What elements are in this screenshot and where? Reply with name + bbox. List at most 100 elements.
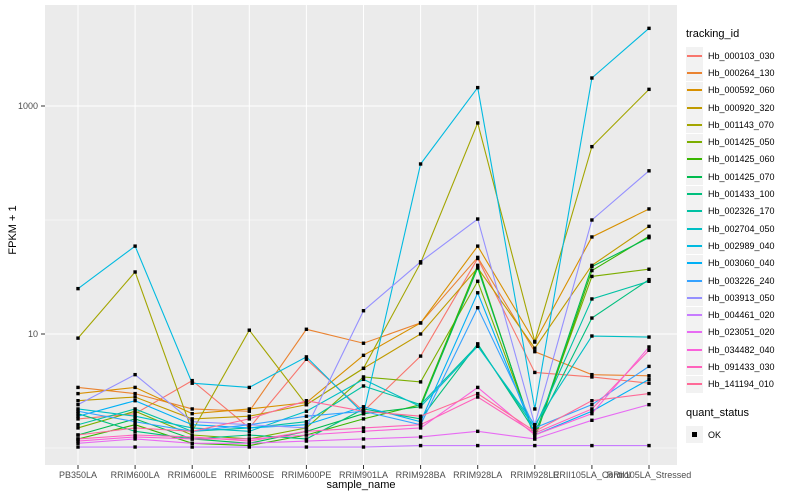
data-point bbox=[476, 395, 480, 399]
data-point bbox=[133, 385, 137, 390]
data-point bbox=[76, 391, 80, 396]
legend-item-Hb_034482_040: Hb_034482_040 bbox=[686, 341, 798, 359]
data-point bbox=[590, 334, 594, 338]
data-point bbox=[361, 366, 366, 371]
legend-key bbox=[686, 306, 703, 324]
data-point bbox=[247, 385, 251, 390]
data-point bbox=[418, 414, 423, 418]
legend-label: Hb_004461_020 bbox=[708, 310, 775, 321]
data-point bbox=[76, 417, 80, 421]
data-point bbox=[476, 85, 480, 90]
data-point bbox=[133, 417, 137, 421]
data-point bbox=[133, 414, 137, 418]
data-point bbox=[590, 144, 594, 149]
data-point bbox=[361, 429, 366, 434]
data-point bbox=[190, 435, 194, 439]
data-point bbox=[133, 244, 137, 248]
data-point bbox=[533, 433, 537, 437]
data-point bbox=[247, 407, 251, 411]
x-tick-label: RRIM600LE bbox=[168, 470, 217, 480]
data-point bbox=[476, 244, 480, 248]
data-point bbox=[476, 429, 480, 434]
data-point bbox=[76, 426, 80, 430]
point-square-icon bbox=[692, 432, 697, 438]
data-point bbox=[476, 255, 480, 260]
legend-key bbox=[686, 168, 703, 186]
data-point bbox=[247, 417, 251, 421]
legend-item-Hb_000103_030: Hb_000103_030 bbox=[686, 47, 798, 65]
legend-title-quant-status: quant_status bbox=[686, 406, 749, 419]
legend-item-Hb_002326_170: Hb_002326_170 bbox=[686, 202, 798, 220]
legend-item-Hb_004461_020: Hb_004461_020 bbox=[686, 306, 798, 324]
data-point bbox=[418, 420, 423, 424]
data-point bbox=[190, 407, 194, 411]
data-point bbox=[476, 385, 480, 390]
data-point bbox=[533, 426, 537, 430]
legend-item-Hb_003913_050: Hb_003913_050 bbox=[686, 289, 798, 307]
legend-item-Hb_002989_040: Hb_002989_040 bbox=[686, 237, 798, 255]
data-point bbox=[476, 279, 480, 283]
data-point bbox=[647, 267, 651, 271]
legend-item-Hb_001433_100: Hb_001433_100 bbox=[686, 185, 798, 203]
data-point bbox=[476, 291, 480, 295]
data-point bbox=[76, 441, 80, 445]
legend-key bbox=[686, 81, 703, 99]
legend-item-Hb_001425_060: Hb_001425_060 bbox=[686, 150, 798, 168]
x-tick-label: RRIM928LE bbox=[510, 470, 559, 480]
data-point bbox=[304, 327, 309, 331]
data-point bbox=[361, 353, 366, 358]
data-point bbox=[590, 409, 594, 413]
data-point bbox=[304, 414, 309, 418]
data-point bbox=[476, 266, 480, 270]
legend-key bbox=[686, 202, 703, 220]
data-point bbox=[533, 339, 537, 344]
data-point bbox=[418, 417, 423, 421]
legend-title-tracking-id: tracking_id bbox=[686, 28, 740, 40]
data-point bbox=[76, 409, 80, 413]
data-point bbox=[361, 405, 366, 409]
data-point bbox=[304, 437, 309, 441]
x-tick-label: RRIM928LA bbox=[453, 470, 502, 480]
data-point bbox=[133, 423, 137, 427]
data-point bbox=[361, 341, 366, 345]
data-point bbox=[361, 417, 366, 421]
data-point bbox=[476, 344, 480, 349]
data-point bbox=[247, 414, 251, 418]
data-point bbox=[133, 445, 137, 449]
data-point bbox=[590, 398, 594, 403]
data-point bbox=[533, 431, 537, 435]
data-point bbox=[647, 443, 651, 448]
y-axis-title: FPKM + 1 bbox=[7, 205, 19, 255]
x-tick-label: PB350LA bbox=[59, 470, 97, 480]
data-point bbox=[647, 391, 651, 396]
data-point bbox=[533, 407, 537, 411]
legend-key bbox=[686, 185, 703, 203]
data-point bbox=[476, 263, 480, 268]
data-point bbox=[647, 374, 651, 378]
data-point bbox=[133, 433, 137, 437]
legend-label: Hb_000920_320 bbox=[708, 102, 775, 113]
data-point bbox=[647, 169, 651, 173]
x-tick-label: RRIM600LA bbox=[111, 470, 160, 480]
data-point bbox=[533, 349, 537, 354]
legend-line-swatch bbox=[687, 158, 702, 161]
data-point bbox=[590, 316, 594, 320]
data-point bbox=[304, 400, 309, 405]
data-point bbox=[304, 402, 309, 407]
data-point bbox=[647, 364, 651, 369]
legend-key bbox=[686, 220, 703, 238]
data-point bbox=[590, 235, 594, 239]
data-point bbox=[361, 407, 366, 411]
data-point bbox=[190, 445, 194, 449]
data-point bbox=[247, 429, 251, 434]
data-point bbox=[590, 264, 594, 269]
legend-label: Hb_003913_050 bbox=[708, 292, 775, 303]
data-point bbox=[304, 439, 309, 443]
data-point bbox=[133, 437, 137, 441]
data-point bbox=[647, 348, 651, 352]
data-point bbox=[190, 420, 194, 424]
data-point bbox=[590, 218, 594, 222]
legend-line-swatch bbox=[687, 365, 702, 368]
data-point bbox=[647, 345, 651, 349]
data-point bbox=[647, 335, 651, 339]
